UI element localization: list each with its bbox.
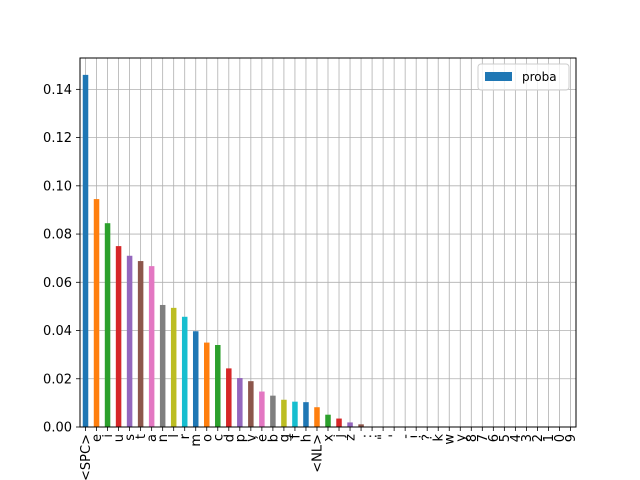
x-tick-label: 8 [465,434,480,442]
bar [303,402,309,427]
x-tick-label: b [266,434,281,442]
y-tick-label: 0.06 [43,276,72,291]
x-tick-label: s [123,434,138,441]
bar [292,401,298,427]
x-tick-label: : [366,434,381,438]
y-tick-label: 0.14 [43,83,72,98]
x-tick-label: e [90,434,105,442]
x-tick-label: é [255,434,270,442]
bar [137,261,144,427]
x-tick-label: 6 [487,434,502,442]
x-tick-label: o [200,434,215,442]
bar [104,223,111,427]
bar [126,255,133,427]
x-tick-label: j [333,434,348,439]
x-tick-label: <SPC> [79,434,94,480]
x-tick-label: 9 [564,434,579,442]
bar [82,74,89,427]
x-tick-label: w [443,434,458,445]
x-tick-label: ' [388,434,403,438]
x-tick-label: ? [421,434,436,441]
x-tick-label: y [454,434,469,442]
bar [358,424,364,427]
bar [148,266,155,427]
x-tick-label: h [299,434,314,442]
y-tick-label: 0.02 [43,372,72,387]
bar [226,368,232,427]
x-tick-label: ! [410,434,425,439]
x-tick-label: z [344,434,359,441]
x-tick-label: v [244,434,259,442]
bar [170,307,177,427]
x-tick-label: 4 [509,434,524,442]
bar [204,342,210,427]
grid-lines [80,58,576,428]
x-tick-label: f [288,434,303,439]
x-tick-label: k [432,434,447,442]
x-tick-label: 3 [520,434,535,442]
x-tick-label: c [211,434,226,441]
x-tick-label: 0 [553,434,568,442]
bars [82,74,574,427]
legend-swatch [485,72,512,81]
bar [181,316,188,427]
x-tick-label: 1 [542,434,557,442]
bar [215,345,221,427]
y-tick-label: 0.00 [43,421,72,436]
x-tick-label: " [377,434,392,440]
x-tick-label: n [156,434,171,442]
x-tick-label: 2 [531,434,546,442]
bar [314,407,320,427]
bar [259,391,265,427]
bar [93,199,100,427]
y-axis-ticks: 0.00 0.02 0.04 0.06 0.08 0.10 0.12 0.14 [43,83,80,436]
x-tick-label: - [399,434,414,439]
bar [336,418,342,427]
bar [281,399,287,427]
x-tick-label: u [112,434,127,442]
legend-label: proba [522,70,557,84]
bar [270,395,276,427]
x-tick-label: l [167,434,182,438]
x-axis-ticks: <SPC>eiustanlrmocdpvébgfh<NL>xjz.:"'-!?k… [79,427,579,480]
x-tick-label: 7 [476,434,491,442]
x-tick-label: <NL> [310,434,325,473]
bar [325,414,331,427]
x-tick-label: x [322,434,337,442]
bar [115,246,122,427]
x-tick-label: r [178,433,193,439]
y-tick-label: 0.10 [43,179,72,194]
legend-box [477,63,570,91]
bar [347,422,353,427]
x-tick-label: a [145,434,160,442]
y-tick-label: 0.12 [43,131,72,146]
x-tick-label: t [134,434,149,439]
bar [192,331,199,427]
bar [237,378,243,427]
bar [159,304,166,427]
x-tick-label: 5 [498,434,513,442]
bar [248,381,254,427]
y-tick-label: 0.08 [43,228,72,243]
x-tick-label: g [277,434,292,442]
y-tick-label: 0.04 [43,324,72,339]
legend: proba [477,63,570,91]
x-tick-label: i [101,434,116,438]
x-tick-label: d [222,434,237,442]
x-tick-label: . [355,434,370,438]
x-tick-label: p [233,434,248,442]
x-tick-label: m [189,434,204,447]
